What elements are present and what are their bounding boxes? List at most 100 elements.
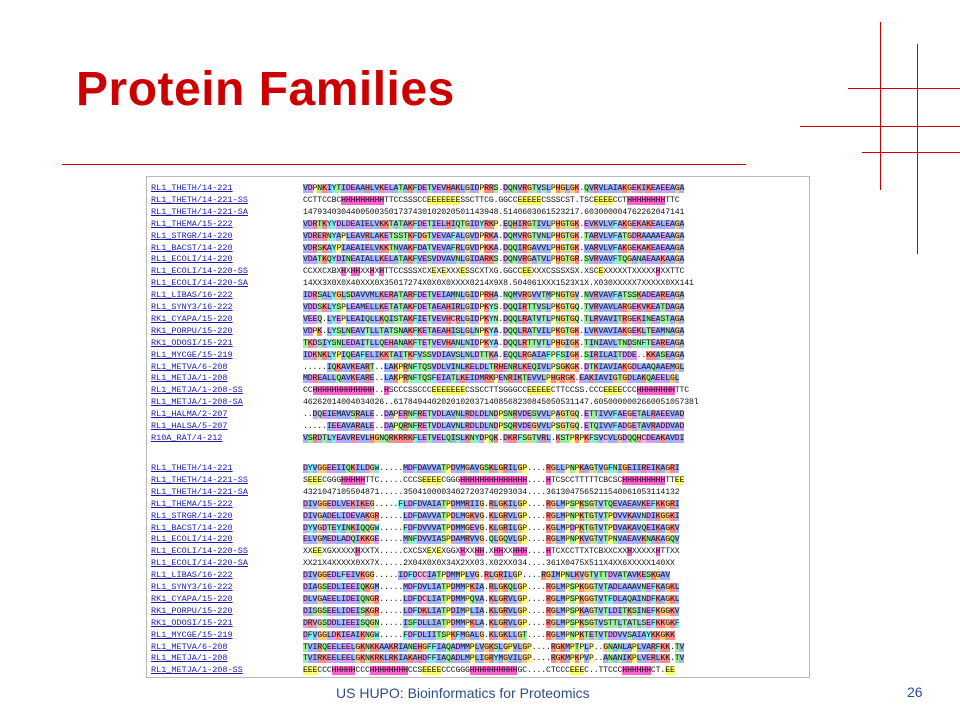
alignment-row: RL1_METJA/1-208-SS EEECCCHHHHHCCCHHHHHHHH… — [147, 665, 809, 677]
sequence-residues: VDDSKLYSPLEAMELLKETATAKFDETAEAHIRLGIDPKY… — [303, 303, 685, 312]
sequence-name-link[interactable]: RL1_THEMA/15-222 — [151, 498, 233, 509]
alignment-row: RL1_HALMA/2-207 ..DQEIEMAVSRALE..DAPERNFR… — [147, 409, 809, 421]
sequence-name-link[interactable]: RL1_MYCGE/15-219 — [151, 629, 233, 640]
sequence-residues: DIVGGEDLVEKIKEG.....FLDFDVAIATPDMMRIIG.R… — [303, 499, 680, 509]
alignment-row: RK1_PORPU/15-220 DISGSEELIDEISKGR.....LDF… — [147, 606, 809, 618]
decor-line-v1 — [880, 22, 881, 190]
sequence-name-link[interactable]: RL1_ECOLI/14-220-SA — [151, 558, 248, 569]
sequence-residues: 14XX3X0X0X40XXX0X35017274X0X0X0XXXX0214X… — [303, 279, 694, 289]
sequence-name-link[interactable]: RL1_ECOLI/14-220 — [151, 534, 233, 545]
sequence-name-link[interactable]: RL1_STRGR/14-220 — [151, 230, 233, 241]
sequence-name-link[interactable]: RL1_METVA/6-208 — [151, 641, 228, 652]
sequence-name-link[interactable]: RL1_THETH/14-221-SS — [151, 194, 248, 205]
sequence-name-link[interactable]: RL1_ECOLI/14-220-SA — [151, 278, 248, 289]
alignment-row: RK1_PORPU/15-220 VDPK.LYSLNEAVTLLTATSNAKF… — [147, 326, 809, 338]
sequence-residues: VDPNKIYTIDEAAHLVKELATAKFDETVEVHAKLGIDPRR… — [303, 184, 685, 193]
sequence-name-link[interactable]: RL1_THETH/14-221-SA — [151, 486, 248, 497]
alignment-row: RL1_ECOLI/14-220 ELVGMEDLADQIKKGE.....MNF… — [147, 534, 809, 546]
sequence-residues: DYVGGEEIIQKILDGW.....MDFDAVVATPDVMGAVGSK… — [303, 464, 680, 473]
sequence-name-link[interactable]: RL1_SYNY3/16-222 — [151, 582, 233, 592]
sequence-name-link[interactable]: RL1_ECOLI/14-220-SS — [151, 546, 248, 557]
sequence-name-link[interactable]: RK1_PORPU/15-220 — [151, 605, 233, 616]
alignment-row: RL1_SYNY3/16-222 DIAGSEDLIEEIQKGM.....MDF… — [147, 582, 809, 594]
sequence-residues: VDRTKYYDLDEAIELVKKTATAKFDETIELHIQTGIDYRK… — [303, 219, 685, 229]
sequence-name-link[interactable]: RL1_LIBAS/16-222 — [151, 290, 233, 301]
sequence-name-link[interactable]: RL1_HALSA/5-207 — [151, 421, 228, 431]
sequence-name-link[interactable]: RL1_MYCGE/15-219 — [151, 349, 233, 360]
sequence-name-link[interactable]: RL1_THEMA/15-222 — [151, 218, 233, 229]
sequence-residues: VDRSKAYPIAEAIELVKKTNVAKFDATVEVAFRLGVDPKK… — [303, 243, 685, 253]
alignment-row: RL1_MYCGE/15-219 DFVGGLDKIEAIKNGW.....FDF… — [147, 630, 809, 642]
sequence-residues: VSRDTLYEAVREVLHGNQRKRRKFLETVELQISLKNYDPQ… — [303, 433, 685, 443]
sequence-residues: CCTTCCBCHHHHHHHHHTTCCSSSCCEEEEEEESSCTTCG… — [303, 195, 680, 205]
sequence-residues: DISGSEELIDEISKGR.....LDFDKLIATPDIMPLIA.K… — [303, 606, 680, 616]
sequence-residues: IDRSALYGLSDAVVMLKERATARFDETVEIAMNLGIDPRH… — [303, 291, 685, 301]
sequence-name-link[interactable]: RL1_BACST/14-220 — [151, 242, 233, 253]
title-underline — [62, 164, 746, 165]
alignment-row: RL1_METJA/1-208-SS CCHHHHHHHHHHHHH..HSCCC… — [147, 385, 809, 397]
alignment-row: RL1_SYNY3/16-222 VDDSKLYSPLEAMELLKETATAKF… — [147, 302, 809, 314]
sequence-residues: 46262014004034026..617849440202010203714… — [303, 398, 699, 408]
sequence-residues: DRVGSDDLIEEISQGN.....ISFDLLIATPDMMPKLA.K… — [303, 618, 680, 628]
sequence-name-link[interactable]: RL1_THETH/14-221-SA — [151, 206, 248, 217]
sequence-name-link[interactable]: RL1_ECOLI/14-220-SS — [151, 266, 248, 277]
sequence-residues: CCXXCXBXHXHHXXHXHTTCCSSSXCXEXEXXXESSCXTX… — [303, 267, 685, 277]
sequence-residues: 4321047105504871.....3504100003402720374… — [303, 487, 680, 497]
sequence-name-link[interactable]: RL1_STRGR/14-220 — [151, 510, 233, 521]
sequence-name-link[interactable]: RL1_METJA/1-208-SS — [151, 385, 243, 396]
alignment-row: RL1_BACST/14-220 VDRSKAYPIAEAIELVKKTNVAKF… — [147, 243, 809, 255]
alignment-row: RL1_THETH/14-221-SS SEEECGGGHHHHHTTC.....… — [147, 475, 809, 487]
sequence-residues: VDRERNYAPLEAVRLAKETSSTKFDGTVEVAFALGVDPRK… — [303, 231, 685, 241]
sequence-residues: .....IEEAVARALE..DAPQRNFRETVDLAVNLRDLDLN… — [303, 422, 685, 431]
sequence-residues: XX21X4XXXXX0XX7X.....2X04X0X0X34X2XX03.X… — [303, 559, 675, 569]
alignment-row: RL1_ECOLI/14-220-SS CCXXCXBXHXHHXXHXHTTCC… — [147, 266, 809, 278]
sequence-name-link[interactable]: RL1_HALMA/2-207 — [151, 409, 228, 420]
alignment-row: RL1_THETH/14-221-SA 147934030440050035017… — [147, 207, 809, 219]
decor-line-v2 — [917, 44, 918, 254]
sequence-residues: EEECCCHHHHHCCCHHHHHHHHCCSEEEECCCGGGHHHHH… — [303, 666, 675, 676]
sequence-name-link[interactable]: RK1_CYAPA/15-220 — [151, 593, 233, 604]
alignment-row: RL1_ECOLI/14-220-SA 14XX3X0X0X40XXX0X3501… — [147, 278, 809, 290]
sequence-name-link[interactable]: RK1_ODOSI/15-221 — [151, 617, 233, 628]
sequence-name-link[interactable]: RK1_ODOSI/15-221 — [151, 337, 233, 348]
sequence-name-link[interactable]: RL1_ECOLI/14-220 — [151, 254, 233, 265]
sequence-name-link[interactable]: R10A_RAT/4-212 — [151, 432, 223, 443]
slide-footer: US HUPO: Bioinformatics for Proteomics — [336, 685, 590, 701]
alignment-row: RL1_LIBAS/16-222 IDRSALYGLSDAVVMLKERATARF… — [147, 290, 809, 302]
sequence-name-link[interactable]: RL1_SYNY3/16-222 — [151, 302, 233, 312]
sequence-residues: .....IQKAVKEART..LAKPRNFTQSVDLVINLKELDLT… — [303, 362, 685, 372]
sequence-residues: MDREALLQAVKEARE..LAKPRNFTQSFEIATLKEIDMRK… — [303, 374, 680, 384]
sequence-name-link[interactable]: RK1_CYAPA/15-220 — [151, 313, 233, 324]
alignment-row: RK1_CYAPA/15-220 VEEQ.LYEPLEAIQLLKQISTAKF… — [147, 314, 809, 326]
alignment-row: RL1_METJA/1-208-SA 46262014004034026..617… — [147, 397, 809, 409]
sequence-residues: IDKNKLYPIQEAFELIKKTAITKFVSSVDIAVSLNLDTTK… — [303, 350, 685, 360]
alignment-row: RL1_THETH/14-221-SS CCTTCCBCHHHHHHHHHTTCC… — [147, 195, 809, 207]
sequence-residues: DIVGGEDLFEIVKGG.....IDFDCCIATPDMMPLVG.RL… — [303, 571, 670, 581]
alignment-row: RL1_BACST/14-220 DYVGDTEYINKIQQGW.....FDF… — [147, 523, 809, 535]
sequence-name-link[interactable]: RL1_METJA/1-208 — [151, 653, 228, 664]
sequence-residues: TKDSIYSNLEDAITLLQEHANAKFTETVEVHANLNIDPKY… — [303, 338, 685, 348]
sequence-residues: DIAGSEDLIEEIQKGM.....MDFDVLIATPDMMPKIA.R… — [303, 583, 680, 592]
sequence-name-link[interactable]: RL1_THETH/14-221 — [151, 183, 233, 193]
sequence-residues: CCHHHHHHHHHHHHH..HSCCCSSCCCEEEEEEECSSCCT… — [303, 386, 690, 396]
alignment-row: RL1_MYCGE/15-219 IDKNKLYPIQEAFELIKKTAITKF… — [147, 350, 809, 362]
sequence-residues: DIVGADELIDEVAKGR.....LDFDAVVATPDLMGKVG.K… — [303, 511, 680, 521]
sequence-name-link[interactable]: RL1_METVA/6-208 — [151, 361, 228, 372]
sequence-residues: VDATKQYDINEAIALLKELATAKFVESVDVAVNLGIDARK… — [303, 255, 685, 265]
sequence-residues: DLVGAEELIDEIQNGR.....LDFDCLIATPDMMPQVA.K… — [303, 594, 680, 604]
alignment-row: RL1_THEMA/15-222 DIVGGEDLVEKIKEG.....FLDF… — [147, 499, 809, 511]
sequence-name-link[interactable]: RL1_METJA/1-208-SA — [151, 397, 243, 408]
sequence-name-link[interactable]: RK1_PORPU/15-220 — [151, 325, 233, 336]
alignment-row: RK1_ODOSI/15-221 DRVGSDDLIEEISQGN.....ISF… — [147, 618, 809, 630]
alignment-row: RL1_METJA/1-208 MDREALLQAVKEARE..LAKPRNFT… — [147, 373, 809, 385]
alignment-row: RL1_METJA/1-208 TVIRKEELEELGKNKRKLRKIAKAH… — [147, 653, 809, 665]
sequence-name-link[interactable]: RL1_THETH/14-221 — [151, 463, 233, 473]
alignment-row: RL1_LIBAS/16-222 DIVGGEDLFEIVKGG.....IDFD… — [147, 570, 809, 582]
sequence-name-link[interactable]: RL1_METJA/1-208 — [151, 373, 228, 384]
sequence-name-link[interactable]: RL1_BACST/14-220 — [151, 522, 233, 533]
sequence-name-link[interactable]: RL1_METJA/1-208-SS — [151, 665, 243, 676]
sequence-name-link[interactable]: RL1_THETH/14-221-SS — [151, 474, 248, 485]
sequence-residues: VDPK.LYSLNEAVTLLTATSNAKFKETAEAHISLGLNPKY… — [303, 326, 685, 336]
sequence-name-link[interactable]: RL1_LIBAS/16-222 — [151, 570, 233, 581]
decor-line-h3 — [862, 152, 960, 153]
